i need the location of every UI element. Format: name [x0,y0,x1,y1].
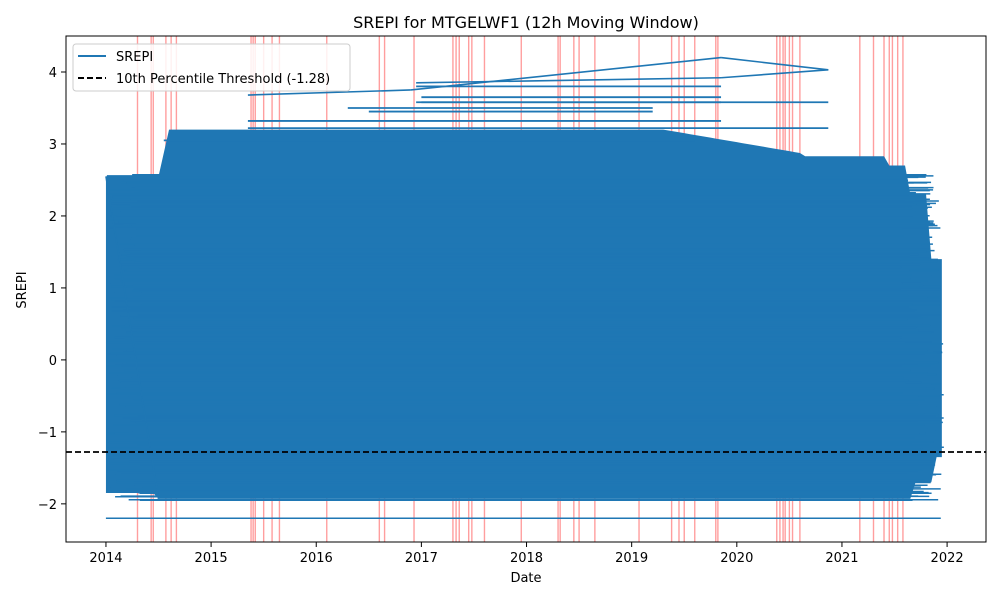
y-tick-label: 3 [49,138,57,153]
y-tick-label: 2 [49,210,57,225]
x-axis-ticks: 2014 2015 2016 2017 2018 2019 2020 2021 2022 [89,542,964,566]
plot-frame [65,35,987,543]
series-line [720,69,829,79]
series-line [410,56,722,91]
x-tick-label: 2018 [510,551,543,566]
y-tick-label: 4 [49,66,57,81]
series-body [105,129,942,499]
legend-label-threshold: 10th Percentile Threshold (-1.28) [116,72,330,87]
y-tick-label: −1 [38,426,57,441]
series-srepi-outliers [105,56,941,520]
x-tick-label: 2021 [825,551,858,566]
x-tick-label: 2016 [300,551,333,566]
y-axis-label: SREPI [15,271,30,308]
chart-title: SREPI for MTGELWF1 (12h Moving Window) [353,13,699,32]
x-tick-label: 2020 [720,551,753,566]
series-line [720,56,829,71]
legend-box [72,43,351,92]
y-tick-label: 0 [49,354,57,369]
legend-label-srepi: SREPI [116,50,153,65]
legend: SREPI 10th Percentile Threshold (-1.28) [72,43,351,92]
series-line [105,176,160,499]
y-tick-label: 1 [49,282,57,297]
x-tick-label: 2014 [89,551,122,566]
x-tick-label: 2022 [931,551,964,566]
x-tick-label: 2019 [615,551,648,566]
y-tick-label: −2 [38,498,57,513]
series-line [247,89,411,96]
x-axis-label: Date [510,571,541,586]
series-line [416,76,722,84]
series-srepi [105,129,944,501]
x-tick-label: 2017 [405,551,438,566]
y-axis-ticks: −2 −1 0 1 2 3 4 [38,66,66,513]
x-tick-label: 2015 [195,551,228,566]
